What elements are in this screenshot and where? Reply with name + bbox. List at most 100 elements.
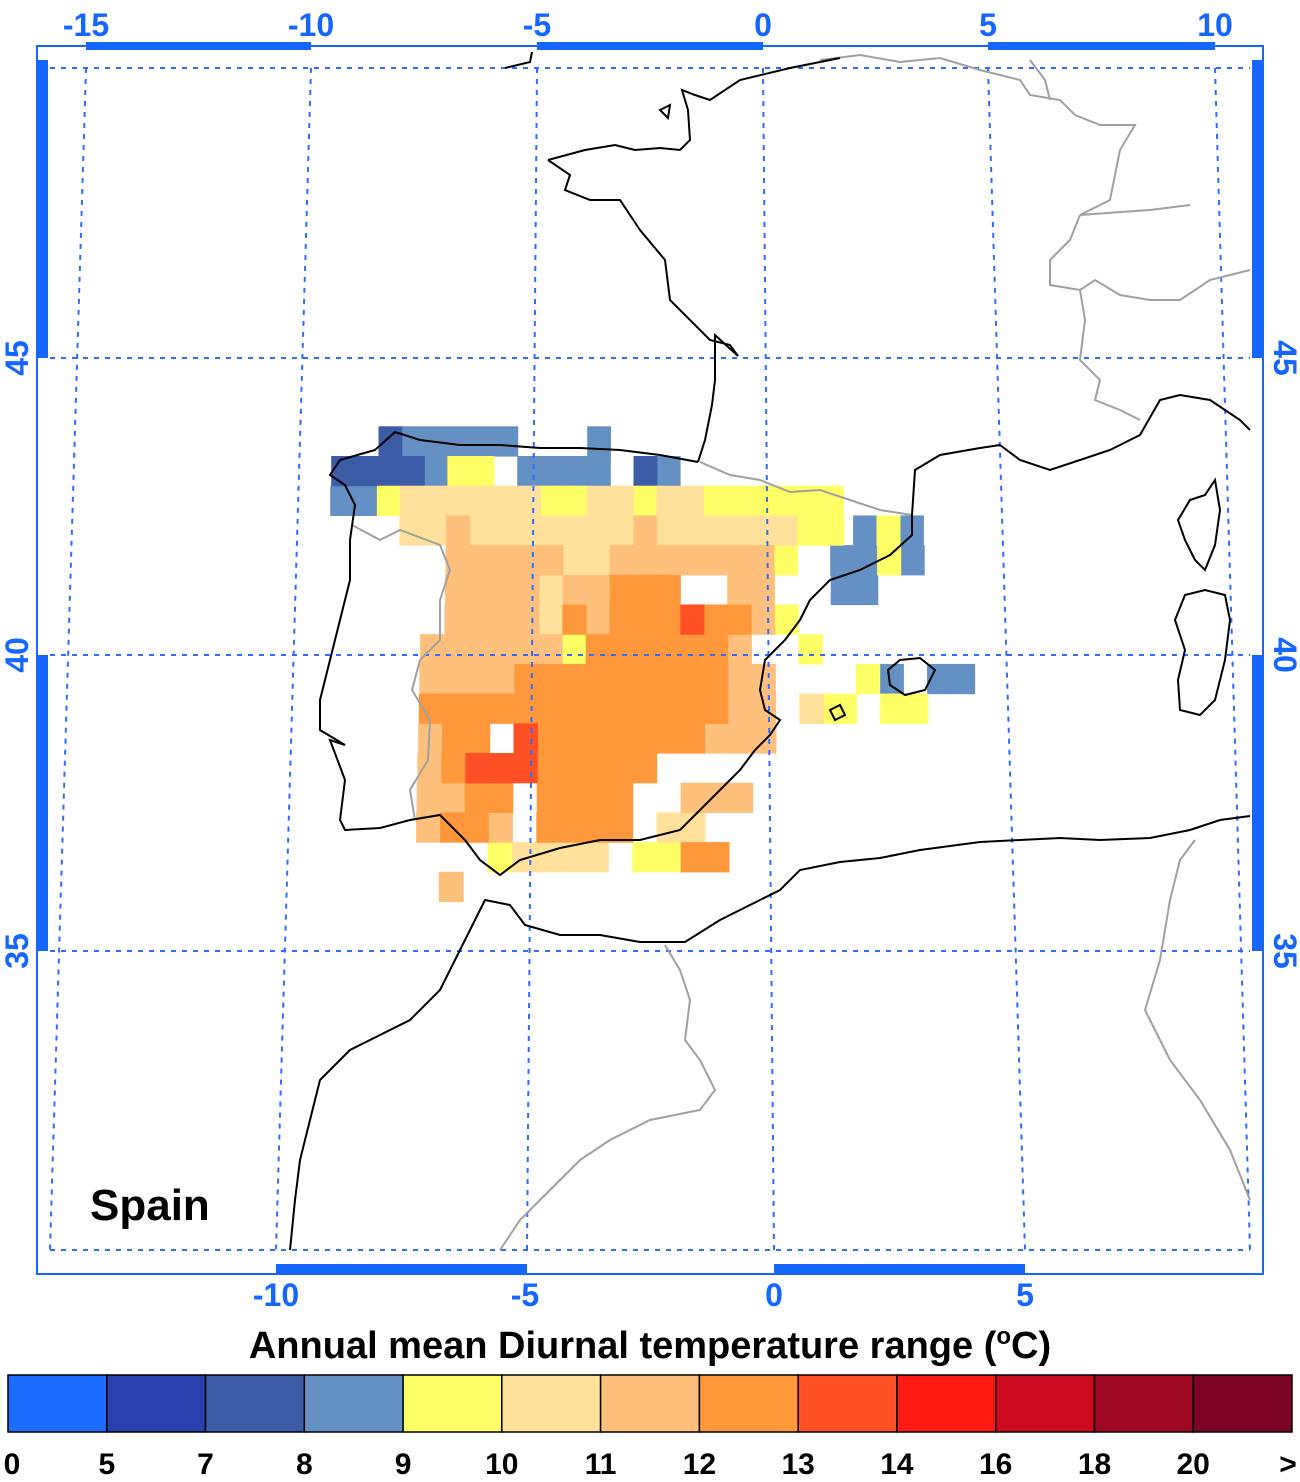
grid-cell [442, 723, 467, 754]
grid-cell [464, 812, 489, 843]
grid-cell [819, 485, 844, 516]
colorbar-swatch [797, 1374, 898, 1433]
grid-cell [950, 663, 976, 695]
grid-cell [490, 693, 515, 724]
grid-cell [514, 663, 539, 695]
grid-cell [538, 663, 563, 695]
grid-cell [563, 456, 588, 487]
grid-cell [445, 574, 470, 606]
grid-cell [750, 545, 775, 576]
grid-cell [331, 456, 356, 487]
grid-cell [537, 693, 563, 724]
grid-cell [586, 456, 611, 487]
grid-cell [704, 693, 729, 724]
axis-bars [36, 42, 1264, 1274]
grid-cell [609, 574, 634, 606]
grid-cell [656, 515, 681, 546]
border-france-belgium-germany [819, 53, 1191, 216]
grid-cell [656, 634, 681, 665]
left-axis-label: 40 [0, 637, 35, 673]
grid-cell [656, 485, 681, 516]
grid-cell [469, 515, 494, 546]
grid-cell [538, 634, 563, 665]
grid-cell [703, 545, 728, 576]
grid-cell [561, 663, 587, 695]
grid-cell [610, 485, 634, 516]
colorbar-swatch [1093, 1374, 1195, 1433]
colorbar-swatch [204, 1374, 306, 1433]
coast-mallorca [886, 656, 937, 697]
top-axis-label: -10 [288, 7, 334, 43]
grid-cell [632, 663, 658, 695]
grid-cell [608, 723, 634, 754]
grid-cell [468, 574, 493, 606]
grid-cell [424, 456, 449, 487]
grid-cell [855, 663, 881, 695]
coast-france-mediterranean [911, 393, 1251, 516]
grid-cell [609, 634, 634, 665]
grid-cell [608, 782, 634, 813]
grid-cell [830, 545, 855, 576]
top-axis-label: -15 [63, 7, 109, 43]
colorbar-label: 18 [1078, 1448, 1111, 1481]
grid-cell [726, 515, 751, 546]
grid-cell [469, 545, 494, 576]
grid-cell [438, 871, 464, 903]
grid-cell [632, 723, 658, 754]
colorbar-label: 16 [979, 1448, 1012, 1481]
colorbar-swatch [698, 1374, 799, 1433]
grid-cell [447, 456, 472, 487]
grid-cell [656, 456, 681, 487]
grid-cell [727, 663, 753, 695]
grid-cell [560, 812, 586, 843]
grid-cell [539, 545, 564, 576]
grid-cell [511, 842, 537, 873]
grid-cell [773, 545, 798, 576]
grid-cell [562, 574, 587, 606]
colorbar-label: 8 [296, 1448, 313, 1481]
colorbar-swatch [1192, 1374, 1293, 1433]
top-axis-label: -5 [523, 7, 551, 43]
colorbar-label: 20 [1177, 1448, 1210, 1481]
grid-cell [680, 723, 705, 754]
grid-cell [536, 812, 561, 843]
grid-cell [465, 753, 490, 784]
graticule [49, 67, 1251, 1251]
colorbar-swatch [402, 1374, 503, 1433]
border-spain-france [699, 461, 913, 516]
border-luxembourg [1029, 59, 1051, 101]
grid-cell [443, 663, 468, 695]
grid-cell [727, 634, 752, 665]
coast-north-africa [289, 815, 1251, 1251]
grid-cell [796, 485, 821, 516]
grid-cell [493, 515, 517, 546]
grid-cell [562, 634, 587, 665]
grid-cell [491, 634, 516, 665]
grid-cell [517, 456, 542, 487]
grid-cell [400, 456, 425, 487]
grid-cell [376, 485, 401, 516]
grid-cell [516, 545, 541, 576]
grid-cell [516, 485, 541, 516]
grid-cell [751, 604, 776, 635]
grid-cell [680, 842, 706, 873]
grid-cell [656, 842, 682, 873]
grid-cell [468, 604, 493, 635]
grid-cell [609, 693, 634, 724]
grid-cell [471, 426, 495, 457]
bottom-axis-label: 0 [765, 1277, 783, 1313]
grid-cell [490, 663, 515, 695]
grid-cell [419, 663, 444, 695]
colorbar: 0 5 7 8 9 10 11 12 13 14 16 18 20 > [4, 1374, 1297, 1481]
grid-cell [633, 574, 658, 606]
grid-cell [608, 812, 634, 843]
grid-cell [440, 782, 466, 813]
grid-cell [773, 515, 798, 546]
grid-cell [584, 812, 610, 843]
grid-cell [680, 545, 705, 576]
grid-cell [774, 604, 799, 635]
grid-cell [820, 515, 845, 546]
bottom-axis-label: -10 [253, 1277, 299, 1313]
grid-cell [879, 663, 904, 695]
